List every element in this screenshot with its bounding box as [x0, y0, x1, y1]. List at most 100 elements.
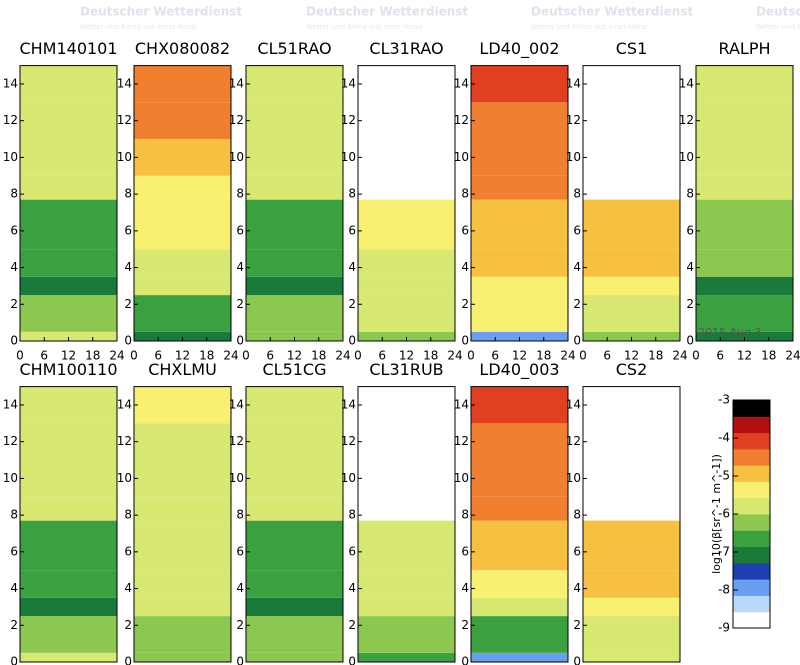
- watermark-sub: Wetter und Klima aus einer Hand: [756, 23, 800, 31]
- heatmap-cell: [471, 249, 568, 277]
- y-tick-label: 14: [3, 76, 18, 90]
- heatmap-cell: [134, 175, 231, 200]
- panel-title: RALPH: [718, 39, 770, 58]
- x-tick-label: 0: [16, 349, 24, 363]
- heatmap-cell: [358, 616, 455, 653]
- heatmap-cell: [471, 199, 568, 250]
- y-tick-label: 12: [341, 434, 356, 448]
- x-tick-label: 6: [154, 349, 162, 363]
- y-tick-label: 10: [229, 471, 244, 485]
- heatmap-cell: [246, 295, 343, 332]
- heatmap-cell: [471, 139, 568, 176]
- x-tick-label: 18: [761, 349, 776, 363]
- colorbar-tick-label: -3: [718, 393, 730, 407]
- x-tick-label: 24: [672, 349, 687, 363]
- heatmap-cell: [471, 496, 568, 521]
- plot-frame: [582, 386, 681, 663]
- heatmap-cell: [246, 616, 343, 653]
- x-tick-label: 18: [423, 349, 438, 363]
- y-tick-label: 4: [573, 260, 581, 274]
- y-tick-label: 0: [461, 655, 469, 665]
- x-tick-label: 12: [737, 349, 752, 363]
- heatmap-cell: [471, 520, 568, 571]
- y-tick-label: 4: [236, 260, 244, 274]
- heatmap-cell: [358, 570, 455, 598]
- y-tick-label: 10: [117, 150, 132, 164]
- heatmap-cell: [134, 276, 231, 296]
- heatmap-cell: [471, 331, 568, 341]
- y-tick-label: 6: [573, 223, 581, 237]
- heatmap-cell: [134, 199, 231, 250]
- x-tick-label: 24: [223, 349, 238, 363]
- heatmap-cell: [696, 65, 793, 103]
- y-tick-label: 8: [686, 187, 694, 201]
- heatmap-cell: [471, 597, 568, 617]
- y-tick-label: 14: [566, 76, 581, 90]
- heatmap-cell: [471, 652, 568, 662]
- heatmap-cell: [246, 570, 343, 598]
- y-tick-label: 8: [236, 508, 244, 522]
- y-tick-label: 14: [117, 397, 132, 411]
- y-tick-label: 2: [461, 297, 469, 311]
- x-tick-label: 12: [175, 349, 190, 363]
- y-tick-label: 2: [10, 297, 18, 311]
- colorbar-segment: [733, 611, 770, 629]
- x-tick-label: 6: [716, 349, 724, 363]
- heatmap-cell: [20, 139, 117, 176]
- colorbar-segment: [733, 481, 770, 499]
- heatmap-cell: [471, 276, 568, 296]
- y-tick-label: 8: [573, 187, 581, 201]
- heatmap-cell: [583, 199, 680, 250]
- panel-title: CL51RAO: [257, 39, 331, 58]
- heatmap-cell: [358, 597, 455, 617]
- panel-title: CS2: [616, 360, 648, 379]
- y-tick-label: 14: [454, 76, 469, 90]
- y-tick-label: 2: [461, 618, 469, 632]
- colorbar-segment: [733, 465, 770, 482]
- panel-title: CL31RUB: [369, 360, 443, 379]
- y-tick-label: 6: [10, 544, 18, 558]
- y-tick-label: 6: [461, 223, 469, 237]
- heatmap-cell: [134, 520, 231, 571]
- y-tick-label: 0: [124, 655, 132, 665]
- heatmap-cell: [471, 460, 568, 497]
- heatmap-cell: [583, 249, 680, 277]
- panel-title: CL31RAO: [369, 39, 443, 58]
- heatmap-cell: [696, 295, 793, 332]
- colorbar-segment: [733, 562, 770, 580]
- heatmap-cell: [246, 199, 343, 250]
- watermark: Deutscher Wetterdienst: [756, 5, 800, 19]
- heatmap-cell: [358, 295, 455, 332]
- heatmap-cell: [246, 139, 343, 176]
- x-tick-label: 0: [467, 349, 475, 363]
- y-tick-label: 8: [10, 508, 18, 522]
- panel-title: CL51CG: [262, 360, 326, 379]
- x-tick-label: 12: [624, 349, 639, 363]
- x-tick-label: 0: [692, 349, 700, 363]
- heatmap-cell: [20, 616, 117, 653]
- x-tick-label: 6: [378, 349, 386, 363]
- y-tick-label: 6: [124, 544, 132, 558]
- y-tick-label: 6: [348, 544, 356, 558]
- heatmap-cell: [246, 520, 343, 571]
- y-tick-label: 12: [566, 113, 581, 127]
- y-tick-label: 6: [461, 544, 469, 558]
- y-tick-label: 6: [573, 544, 581, 558]
- y-tick-label: 10: [566, 471, 581, 485]
- heatmap-cell: [134, 65, 231, 103]
- heatmap-cell: [20, 520, 117, 571]
- y-tick-label: 4: [124, 581, 132, 595]
- x-tick-label: 6: [266, 349, 274, 363]
- y-tick-label: 2: [10, 618, 18, 632]
- y-tick-label: 10: [229, 150, 244, 164]
- colorbar-segment: [733, 579, 770, 596]
- y-tick-label: 6: [236, 544, 244, 558]
- y-tick-label: 14: [566, 397, 581, 411]
- y-tick-label: 4: [124, 260, 132, 274]
- x-tick-label: 12: [61, 349, 76, 363]
- y-tick-label: 8: [461, 187, 469, 201]
- x-tick-label: 12: [512, 349, 527, 363]
- y-tick-label: 12: [454, 434, 469, 448]
- heatmap-cell: [583, 276, 680, 296]
- y-tick-label: 0: [461, 334, 469, 348]
